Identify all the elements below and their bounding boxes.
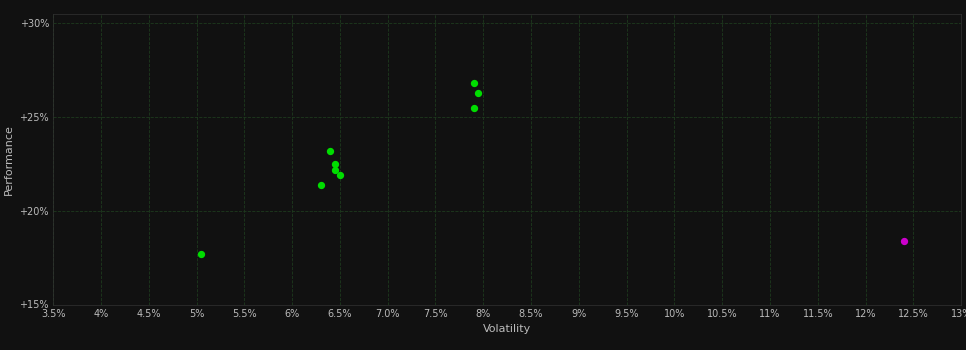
Y-axis label: Performance: Performance xyxy=(4,124,14,195)
Point xyxy=(466,105,481,111)
Point xyxy=(466,80,481,86)
Point xyxy=(332,173,348,178)
Point xyxy=(323,148,338,154)
Point xyxy=(896,238,912,244)
Point xyxy=(193,251,209,257)
Point xyxy=(327,167,343,172)
Point xyxy=(470,90,486,96)
X-axis label: Volatility: Volatility xyxy=(483,324,531,334)
Point xyxy=(313,182,328,187)
Point xyxy=(327,161,343,167)
